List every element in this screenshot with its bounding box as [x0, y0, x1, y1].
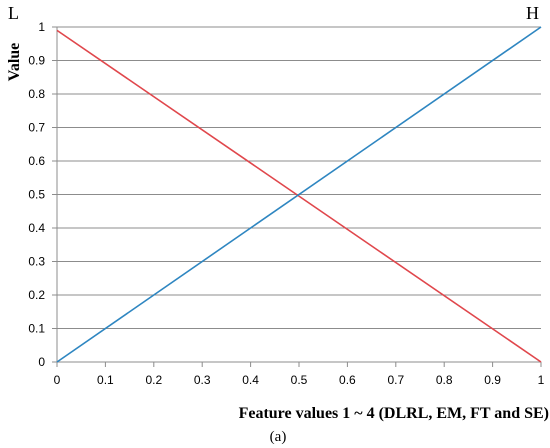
- x-tick-label: 1: [538, 373, 545, 387]
- x-tick-label: 0.9: [484, 373, 501, 387]
- x-tick-label: 0.5: [291, 373, 308, 387]
- x-tick-labels: 0 0.1 0.2 0.3 0.4 0.5 0.6 0.7 0.8 0.9 1: [54, 373, 545, 387]
- figure-caption: (a): [270, 429, 287, 445]
- series-label-l: L: [8, 3, 19, 23]
- axes: [52, 26, 542, 367]
- series-label-h: H: [526, 3, 539, 23]
- series-line-h: [56, 26, 542, 363]
- x-axis-label: Feature values 1 ~ 4 (DLRL, EM, FT and S…: [239, 405, 549, 422]
- y-tick-label: 0.1: [28, 322, 45, 336]
- series-line-l: [56, 29, 542, 363]
- x-tick-label: 0.1: [97, 373, 114, 387]
- x-tick-label: 0.4: [242, 373, 259, 387]
- x-tick-label: 0.6: [339, 373, 356, 387]
- y-axis-label: Value: [6, 43, 23, 82]
- y-tick-label: 0.9: [28, 54, 45, 68]
- y-tick-label: 0.2: [28, 288, 45, 302]
- y-tick-label: 0.4: [28, 221, 45, 235]
- x-tick-label: 0.3: [194, 373, 211, 387]
- y-tick-label: 0.6: [28, 154, 45, 168]
- y-tick-labels: 0 0.1 0.2 0.3 0.4 0.5 0.6 0.7 0.8 0.9 1: [28, 20, 45, 369]
- y-tick-label: 0.5: [28, 188, 45, 202]
- series-lines: [56, 26, 542, 363]
- grid-lines: [57, 26, 541, 329]
- y-tick-label: 0.8: [28, 87, 45, 101]
- y-tick-label: 0.7: [28, 121, 45, 135]
- y-tick-label: 0: [38, 355, 45, 369]
- x-tick-label: 0: [54, 373, 61, 387]
- y-tick-label: 1: [38, 20, 45, 34]
- x-tick-label: 0.2: [145, 373, 162, 387]
- y-tick-label: 0.3: [28, 255, 45, 269]
- x-tick-label: 0.8: [436, 373, 453, 387]
- x-tick-label: 0.7: [387, 373, 404, 387]
